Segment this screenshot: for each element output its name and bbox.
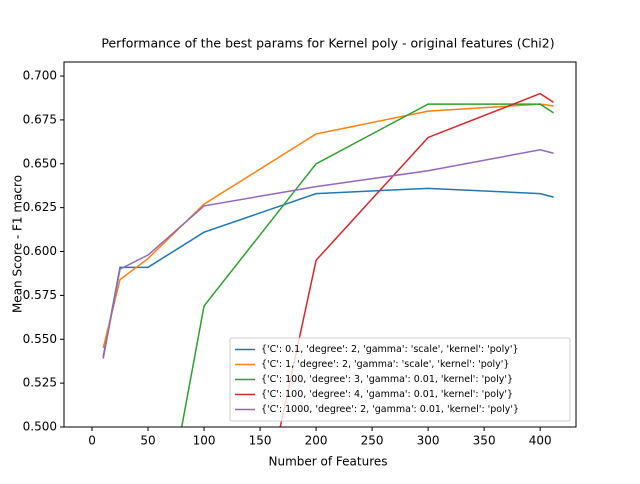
x-tick-label: 400 [529,434,552,448]
y-tick-label: 0.575 [23,288,57,302]
x-tick-label: 150 [249,434,272,448]
series-line [279,92,555,427]
chart-title: Performance of the best params for Kerne… [101,36,554,51]
legend-label: {'C': 0.1, 'degree': 2, 'gamma': 'scale'… [261,344,519,355]
y-tick-label: 0.650 [23,156,57,170]
y-tick-label: 0.500 [23,420,57,434]
legend-label: {'C': 100, 'degree': 4, 'gamma': 0.01, '… [261,389,513,400]
series-line [102,148,554,359]
x-tick-label: 50 [140,434,155,448]
legend-label: {'C': 1, 'degree': 2, 'gamma': 'scale', … [261,359,509,370]
y-tick-label: 0.550 [23,332,57,346]
axes-frame [63,61,577,428]
plot-area [102,92,555,427]
legend-label: {'C': 100, 'degree': 3, 'gamma': 0.01, '… [261,374,513,385]
x-tick-label: 350 [473,434,496,448]
x-tick-label: 250 [361,434,384,448]
y-axis-label: Mean Score - F1 macro [11,175,25,313]
y-tick-label: 0.600 [23,244,57,258]
y-tick-label: 0.625 [23,200,57,214]
y-tick-label: 0.675 [23,112,57,126]
series-line [180,103,555,427]
y-tick-label: 0.700 [23,69,57,83]
x-tick-label: 100 [193,434,216,448]
x-axis-label: Number of Features [269,455,388,469]
x-tick-label: 200 [305,434,328,448]
series-line [102,103,554,349]
legend-box [229,337,571,422]
series-line [102,187,554,357]
x-tick-label: 0 [88,434,96,448]
x-tick-label: 300 [417,434,440,448]
legend-label: {'C': 1000, 'degree': 2, 'gamma': 0.01, … [261,404,519,415]
y-tick-label: 0.525 [23,376,57,390]
